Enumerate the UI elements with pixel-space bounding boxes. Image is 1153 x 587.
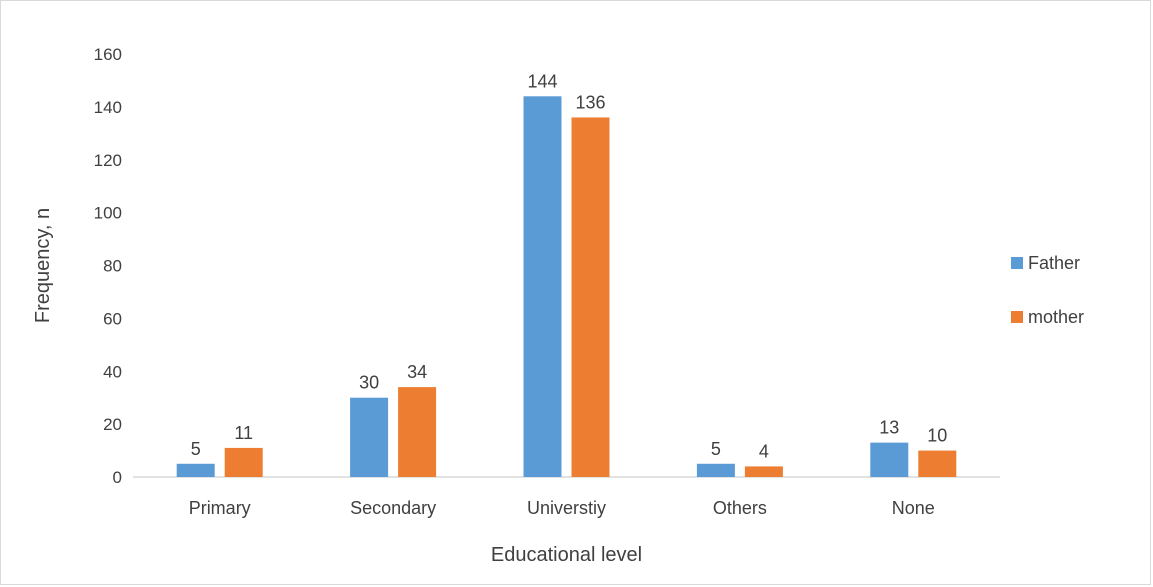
x-category-label: Secondary (350, 498, 436, 518)
x-axis-categories: Primary Secondary Universtiy Others None (189, 498, 935, 518)
bar-mother-others (744, 466, 783, 477)
y-tick-label: 0 (113, 468, 122, 487)
bar-father-none (870, 442, 909, 477)
bar-father-secondary (350, 397, 389, 477)
legend: Father mother (1011, 253, 1084, 327)
y-tick-label: 100 (94, 204, 122, 223)
data-label: 10 (927, 426, 947, 446)
x-axis-title: Educational level (491, 544, 642, 566)
y-tick-label: 80 (103, 257, 122, 276)
data-label: 11 (234, 423, 253, 443)
legend-label-mother: mother (1028, 307, 1084, 327)
bar-mother-secondary (398, 387, 437, 477)
data-label: 5 (191, 439, 201, 459)
x-category-label: None (892, 498, 935, 518)
y-axis-ticks: 0 20 40 60 80 100 120 140 160 (94, 45, 122, 487)
y-tick-label: 40 (103, 362, 122, 381)
data-label: 34 (407, 362, 427, 382)
data-label: 144 (527, 71, 557, 91)
bar-mother-universtiy (571, 117, 610, 477)
legend-label-father: Father (1028, 253, 1080, 273)
y-tick-label: 120 (94, 151, 122, 170)
legend-swatch-mother (1011, 311, 1023, 323)
x-category-label: Others (713, 498, 767, 518)
data-label: 136 (575, 92, 605, 112)
legend-swatch-father (1011, 257, 1023, 269)
y-tick-label: 20 (103, 415, 122, 434)
y-tick-label: 60 (103, 309, 122, 328)
data-label: 4 (759, 441, 769, 461)
data-label: 30 (359, 373, 379, 393)
x-category-label: Primary (189, 498, 251, 518)
y-axis-title: Frequency, n (32, 208, 54, 323)
data-label: 5 (711, 439, 721, 459)
bar-father-universtiy (523, 96, 562, 478)
bar-mother-primary (224, 447, 263, 477)
data-labels: 5 11 30 34 144 136 5 4 13 10 (191, 71, 948, 461)
y-tick-label: 160 (94, 45, 122, 64)
bar-mother-none (918, 450, 957, 477)
bars (176, 96, 957, 478)
bar-father-primary (176, 463, 215, 477)
x-category-label: Universtiy (527, 498, 606, 518)
bar-father-others (696, 463, 735, 477)
data-label: 13 (879, 418, 899, 438)
y-tick-label: 140 (94, 98, 122, 117)
